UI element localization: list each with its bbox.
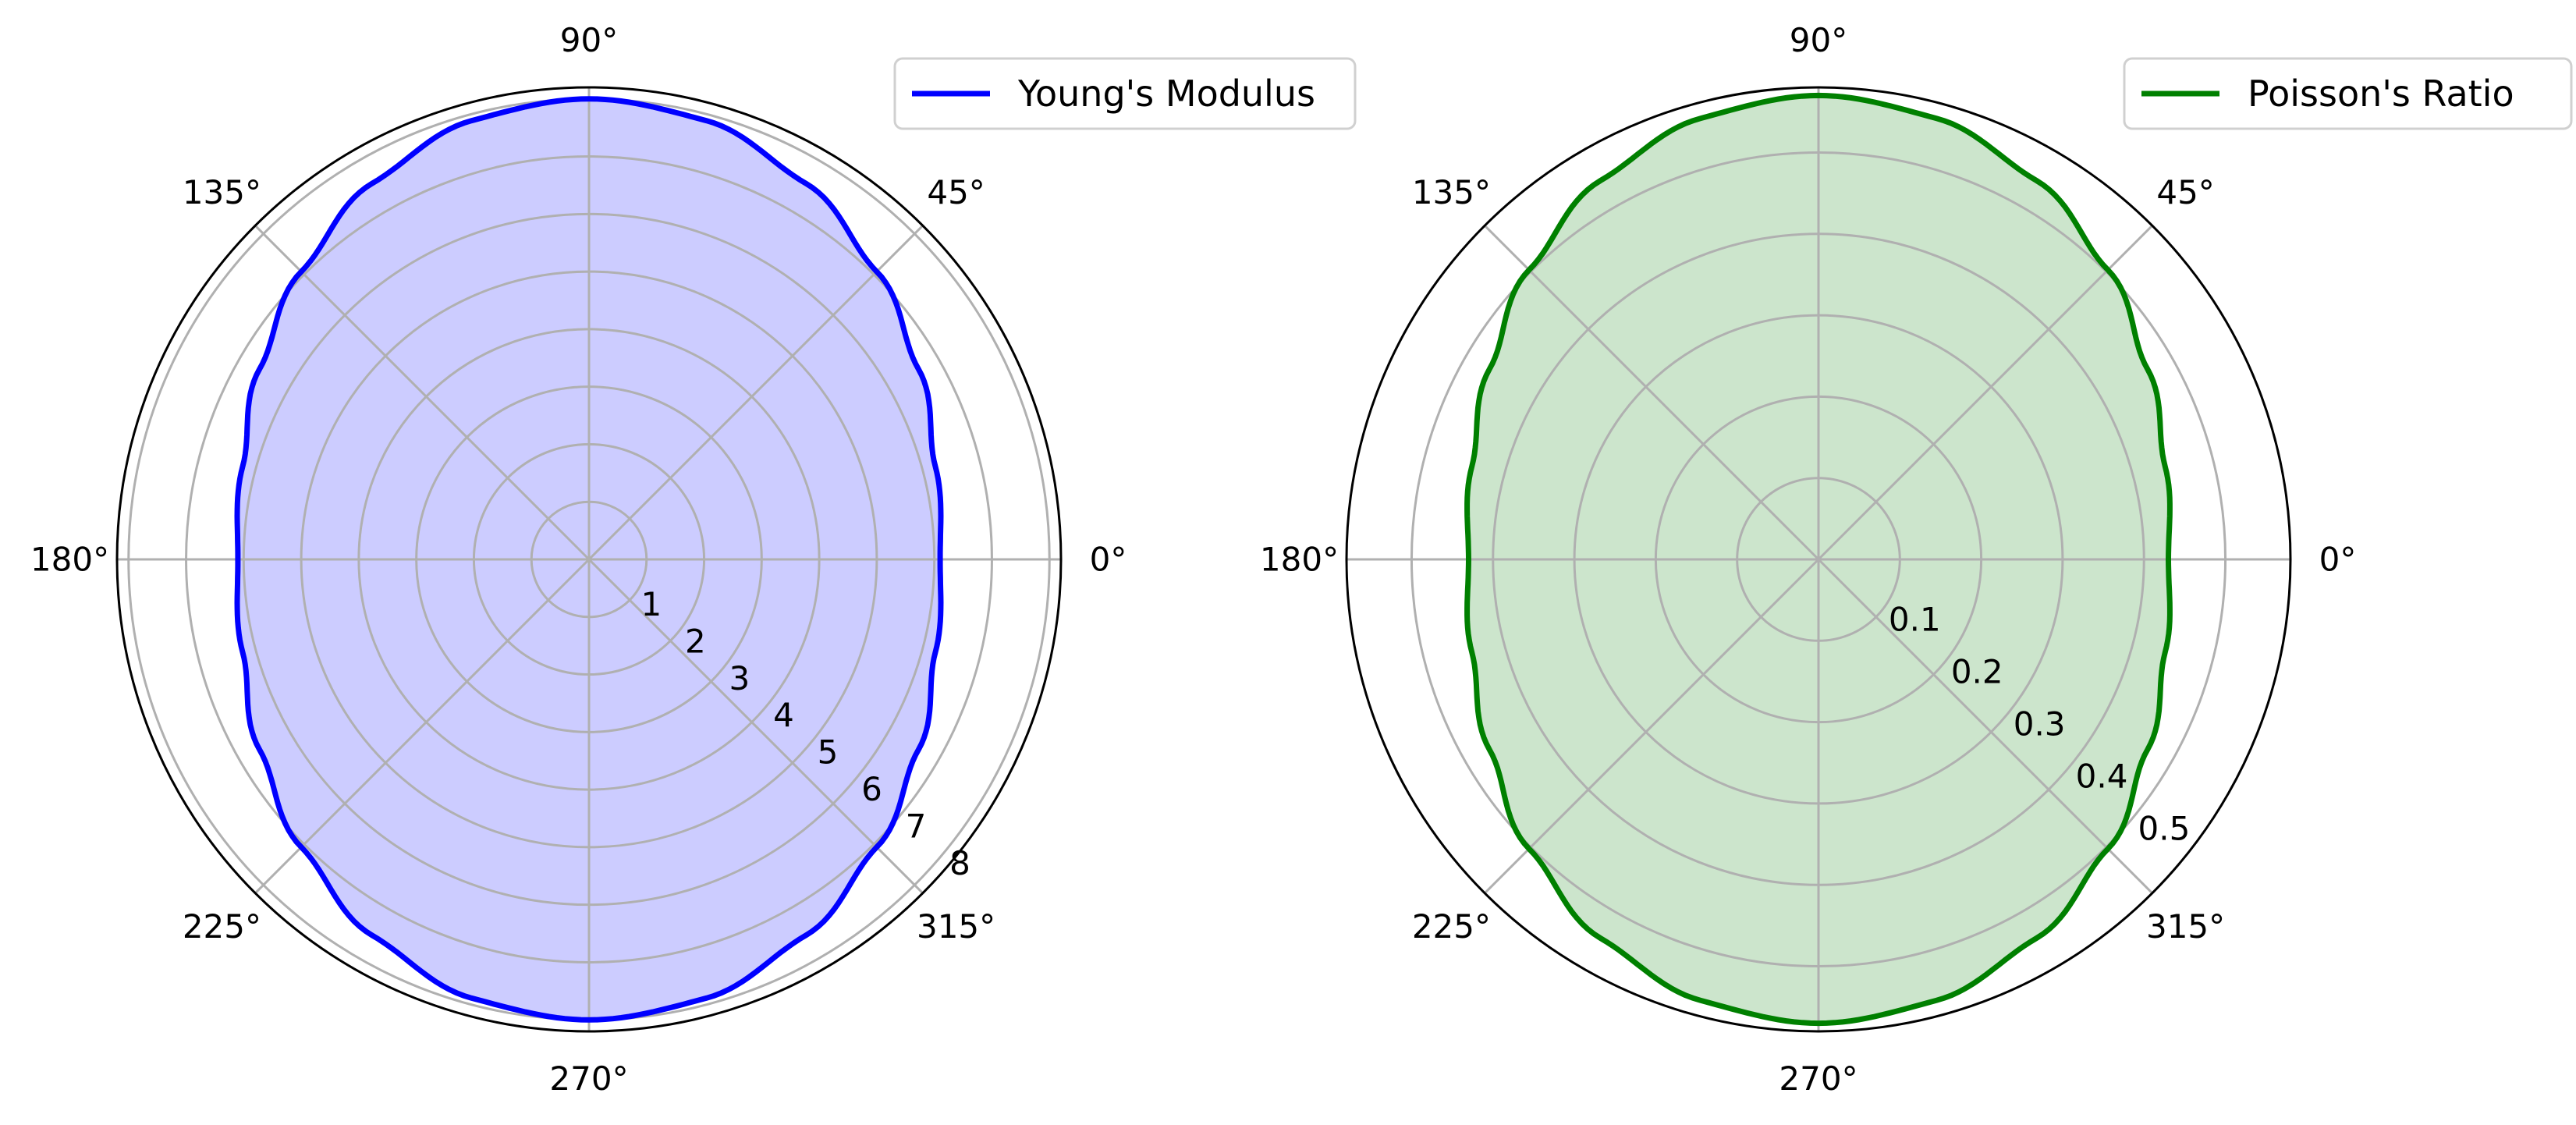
theta-tick-label: 180° <box>30 541 109 579</box>
r-tick-label: 0.4 <box>2076 758 2128 796</box>
r-tick-label: 3 <box>729 659 750 697</box>
r-tick-label: 6 <box>861 770 882 808</box>
theta-gridline <box>1817 558 2153 894</box>
theta-tick-label: 135° <box>183 173 261 211</box>
theta-tick-label: 45° <box>2156 173 2214 211</box>
r-tick-label: 2 <box>685 622 706 660</box>
legend: Poisson's Ratio <box>2123 57 2573 130</box>
legend-label: Young's Modulus <box>1017 73 1315 115</box>
theta-tick-label: 225° <box>1412 907 1491 946</box>
legend-box <box>2123 57 2573 130</box>
r-tick-label: 0.3 <box>2014 705 2066 743</box>
theta-gridline <box>1484 225 1820 561</box>
theta-tick-label: 0° <box>2319 541 2357 579</box>
polar-frame <box>115 86 1063 1033</box>
polar-panel-2: 0° 45° 90° 135° 180° 225° 270° 315° 0.1 0.2 0.3 0.4… <box>1260 21 2573 1098</box>
r-tick-label: 7 <box>906 807 927 845</box>
r-tick-label: 5 <box>818 733 839 772</box>
r-tick-label: 0.5 <box>2138 810 2191 848</box>
r-tick-label: 4 <box>773 696 794 734</box>
legend: Young's Modulus <box>893 57 1357 130</box>
theta-gridline <box>254 225 591 561</box>
theta-tick-label: 90° <box>560 21 618 59</box>
r-tick-label: 1 <box>641 585 662 623</box>
series-line-1 <box>234 96 944 1023</box>
theta-gridline <box>587 225 924 561</box>
theta-tick-label: 225° <box>183 907 261 946</box>
theta-gridline <box>254 558 591 894</box>
theta-tick-label: 270° <box>549 1059 628 1098</box>
r-tick-label: 8 <box>949 844 970 882</box>
theta-gridline <box>1817 225 2153 561</box>
r-tick-label: 0.1 <box>1889 601 1941 639</box>
theta-tick-label: 90° <box>1790 21 1847 59</box>
theta-gridline <box>1484 558 1820 894</box>
polar-frame <box>1345 86 2292 1033</box>
theta-tick-label: 315° <box>2146 907 2225 946</box>
theta-tick-label: 135° <box>1412 173 1491 211</box>
legend-label: Poisson's Ratio <box>2248 73 2514 115</box>
r-tick-label: 0.2 <box>1951 653 2003 691</box>
theta-gridline <box>587 558 924 894</box>
theta-tick-label: 0° <box>1090 541 1127 579</box>
legend-box <box>893 57 1357 130</box>
theta-tick-label: 315° <box>917 907 995 946</box>
series-line-1 <box>1464 92 2173 1027</box>
theta-tick-label: 180° <box>1260 541 1339 579</box>
theta-tick-label: 45° <box>927 173 985 211</box>
theta-tick-label: 270° <box>1779 1059 1857 1098</box>
